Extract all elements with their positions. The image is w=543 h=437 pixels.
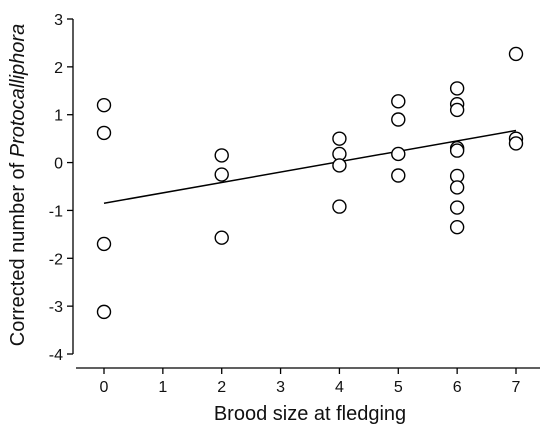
data-point — [508, 46, 524, 62]
data-point — [508, 136, 524, 151]
y-tick-label: 2 — [54, 60, 63, 77]
y-tick-label: -3 — [49, 299, 63, 316]
data-point — [449, 180, 465, 195]
y-axis-label-italic: Protocalliphora — [7, 24, 29, 157]
x-tick-label: 0 — [100, 379, 109, 396]
y-tick-label: -2 — [49, 251, 63, 268]
y-tick-label: -1 — [49, 203, 63, 220]
y-axis-label-prefix: Corrected number of — [7, 157, 29, 346]
data-point — [449, 219, 465, 235]
y-tick-label: 1 — [54, 108, 63, 125]
x-tick-label: 3 — [276, 379, 285, 396]
trendline-layer — [103, 129, 517, 204]
x-tick-label: 2 — [217, 379, 226, 396]
data-points — [96, 46, 524, 320]
x-tick-label: 1 — [158, 379, 167, 396]
data-point — [214, 230, 229, 245]
x-tick-label: 7 — [512, 379, 521, 396]
x-tick-label: 6 — [453, 379, 462, 396]
data-point — [332, 131, 347, 146]
y-tick-label: -4 — [49, 347, 63, 364]
data-point — [449, 143, 465, 158]
data-point — [96, 97, 112, 113]
data-point — [391, 146, 406, 162]
data-point — [332, 158, 347, 173]
data-point — [449, 102, 465, 118]
data-point — [449, 81, 465, 96]
x-tick-label: 4 — [335, 379, 344, 396]
data-point — [96, 236, 112, 252]
axes: -4 -3 -2 -1 0 1 2 3 0 1 2 3 4 5 6 7 — [49, 12, 540, 396]
data-point — [214, 148, 229, 163]
data-point — [96, 304, 112, 320]
y-axis-label: Corrected number of Protocalliphora — [7, 24, 29, 346]
data-point — [449, 200, 465, 215]
data-point — [214, 167, 229, 182]
x-axis-label: Brood size at fledging — [214, 403, 406, 425]
y-tick-label: 3 — [54, 12, 63, 29]
data-point — [96, 125, 112, 141]
data-point — [391, 94, 406, 109]
data-point — [332, 199, 347, 214]
x-tick-label: 5 — [394, 379, 403, 396]
data-point — [391, 168, 406, 183]
data-point — [391, 112, 406, 127]
y-tick-label: 0 — [54, 156, 63, 173]
regression-line — [103, 129, 517, 204]
